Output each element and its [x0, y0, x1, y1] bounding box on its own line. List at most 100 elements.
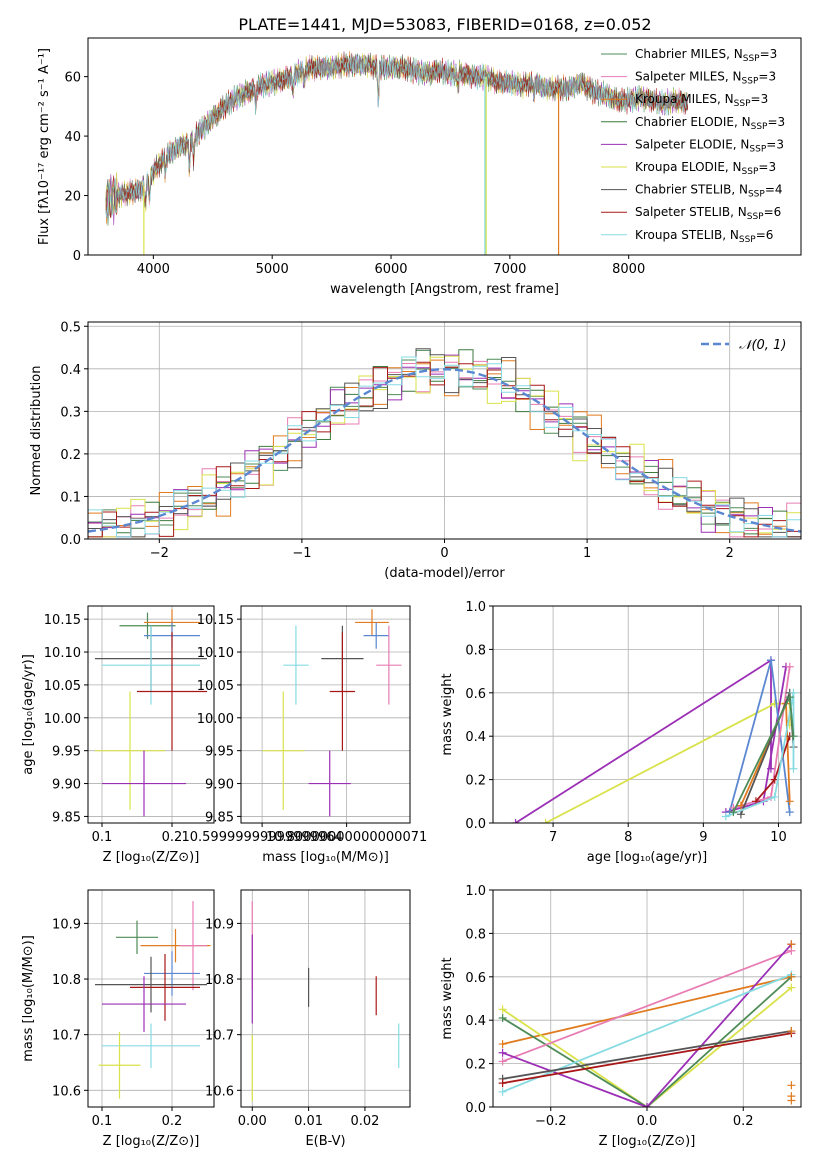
spectrum-series-line	[105, 51, 688, 216]
y-tick-label: 10.05	[44, 679, 81, 694]
y-tick-label: 9.95	[52, 745, 81, 760]
legend-entry: Chabrier MILES, NSSP=3	[635, 47, 777, 64]
y-tick-label: 10.10	[197, 646, 234, 661]
point-marker	[787, 1027, 796, 1036]
point-marker	[541, 819, 550, 823]
point-marker	[511, 819, 520, 823]
y-tick-label: 10.8	[205, 973, 234, 988]
y-tick-label: 9.95	[205, 745, 234, 760]
x-axis-label: wavelength [Angstrom, rest frame]	[330, 282, 559, 297]
weight-series-line	[502, 973, 792, 1093]
weight-series-line	[502, 1032, 792, 1084]
panel-weight-vs-age: 7 8 9 10 0.0 0.2 0.4 0.6 0.8 1.0 age [log₁₀(age/yr…	[440, 600, 802, 865]
x-tick-label: 2	[726, 546, 734, 561]
y-tick-label: 0.6	[465, 971, 486, 986]
point-marker	[498, 1014, 507, 1023]
y-axis-label: mass [log₁₀(M/M⊙)]	[21, 935, 36, 1062]
x-axis-label: age [log₁₀(age/yr)]	[587, 850, 708, 865]
y-tick-label: 1.0	[465, 600, 486, 615]
plot-area	[511, 656, 798, 823]
y-tick-label: 0.1	[60, 490, 81, 505]
y-tick-label: 0.2	[465, 774, 486, 789]
legend-entry: Salpeter ELODIE, NSSP=3	[635, 137, 784, 154]
y-axis-label: mass weight	[440, 957, 455, 1039]
plot-area	[251, 901, 400, 1102]
x-tick-label: 7000	[493, 262, 526, 277]
point-marker	[498, 1087, 507, 1096]
y-tick-label: 9.85	[205, 810, 234, 825]
y-tick-label: 0.0	[465, 817, 486, 832]
x-tick-label: −2	[150, 546, 169, 561]
point-marker	[789, 764, 798, 773]
x-tick-label: 0	[440, 546, 448, 561]
y-tick-label: 0.6	[465, 687, 486, 702]
x-tick-label: 0.2	[733, 1114, 754, 1129]
legend-entry: 𝒩(0, 1)	[739, 338, 786, 353]
x-tick-label: 1	[583, 546, 591, 561]
x-tick-label: 10	[770, 830, 787, 845]
x-tick-label: 5000	[256, 262, 289, 277]
y-tick-label: 0.3	[60, 405, 81, 420]
x-axis-label: Z [log₁₀(Z/Z⊙)]	[599, 1134, 696, 1149]
y-tick-label: 0.8	[465, 927, 486, 942]
point-marker	[785, 693, 794, 702]
axes-frame	[87, 889, 215, 1108]
point-marker	[787, 1081, 796, 1090]
point-marker	[498, 1005, 507, 1014]
x-tick-label: 8	[624, 830, 632, 845]
y-tick-label: 10.15	[197, 613, 234, 628]
x-tick-label: 8000	[612, 262, 645, 277]
y-tick-label: 10.7	[52, 1029, 81, 1044]
x-axis-label: Z [log₁₀(Z/Z⊙)]	[103, 1134, 200, 1149]
panel-mass-vs-EBV: 0.00 0.01 0.02 10.6 10.7 10.8 10.9 E(B-V)	[205, 889, 411, 1149]
point-marker	[766, 656, 775, 665]
panel-weight-vs-Z: −0.2 0.0 0.2 0.0 0.2 0.4 0.6 0.8 1.0 Z [log₁₀(Z/Z…	[440, 884, 802, 1149]
x-tick-label: 0.00	[238, 1114, 267, 1129]
figure-title: PLATE=1441, MJD=53083, FIBERID=0168, z=0…	[238, 15, 651, 34]
x-tick-label: 6000	[374, 262, 407, 277]
spectrum-series-line	[105, 50, 688, 225]
spectrum-series-line	[105, 55, 688, 216]
point-marker	[498, 1079, 507, 1088]
plot-area	[498, 940, 796, 1107]
axes-frame	[87, 605, 215, 824]
spectrum-series-line	[105, 51, 688, 218]
y-tick-label: 0.5	[60, 320, 81, 335]
x-tick-label: 0.2	[162, 1114, 183, 1129]
axes-frame	[492, 605, 802, 824]
y-tick-label: 10.00	[44, 712, 81, 727]
y-tick-label: 10.00	[197, 712, 234, 727]
y-tick-label: 10.15	[44, 613, 81, 628]
point-marker	[736, 810, 745, 819]
legend-entry: Kroupa ELODIE, NSSP=3	[635, 160, 776, 177]
x-tick-label: 10.59999999999999964	[181, 830, 342, 845]
point-marker	[787, 1096, 796, 1105]
y-tick-label: 10.05	[197, 679, 234, 694]
y-tick-label: 0.4	[465, 730, 486, 745]
y-tick-label: 10.9	[52, 917, 81, 932]
y-tick-label: 1.0	[465, 884, 486, 899]
spectrum-series-line	[105, 53, 688, 219]
y-tick-label: 0.0	[465, 1101, 486, 1116]
y-tick-label: 10.7	[205, 1029, 234, 1044]
y-tick-label: 0.2	[60, 448, 81, 463]
y-axis-label: Flux [fλ10⁻¹⁷ erg cm⁻² s⁻¹ A⁻¹]	[37, 48, 52, 245]
x-axis-label: E(B-V)	[305, 1134, 345, 1149]
panel-age-vs-mass: 10.5999999999999996410.80000000000000071…	[181, 605, 427, 865]
x-tick-label: 0.2	[162, 830, 183, 845]
legend-entry: Chabrier ELODIE, NSSP=3	[635, 115, 785, 132]
axes-frame	[240, 605, 411, 824]
axes-frame	[87, 37, 802, 256]
spectrum-series-line	[105, 54, 688, 226]
point-marker	[498, 1057, 507, 1066]
x-tick-label: −1	[292, 546, 311, 561]
y-tick-label: 0	[73, 249, 81, 264]
point-marker	[785, 797, 794, 806]
y-tick-label: 0.8	[465, 643, 486, 658]
x-tick-label: 0.02	[350, 1114, 379, 1129]
legend-entry: Salpeter MILES, NSSP=3	[635, 70, 776, 87]
point-marker	[785, 662, 794, 671]
weight-series-line	[502, 975, 792, 1045]
point-marker	[770, 699, 779, 708]
point-marker	[770, 792, 779, 801]
